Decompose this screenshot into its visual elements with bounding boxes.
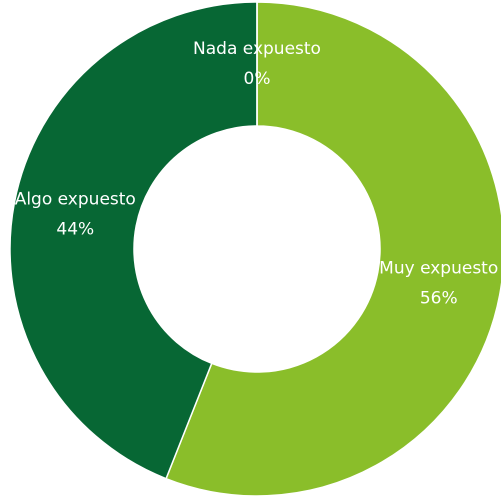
donut-slice	[165, 1, 501, 497]
donut-slice	[9, 1, 258, 480]
slice-value-label: 56%	[420, 289, 458, 309]
slice-label: Nada expuesto	[193, 39, 321, 59]
slice-label: Muy expuesto	[379, 259, 498, 279]
slice-label: Algo expuesto	[15, 189, 136, 209]
slice-value-label: 44%	[56, 219, 94, 239]
slice-value-label: 0%	[244, 69, 271, 89]
